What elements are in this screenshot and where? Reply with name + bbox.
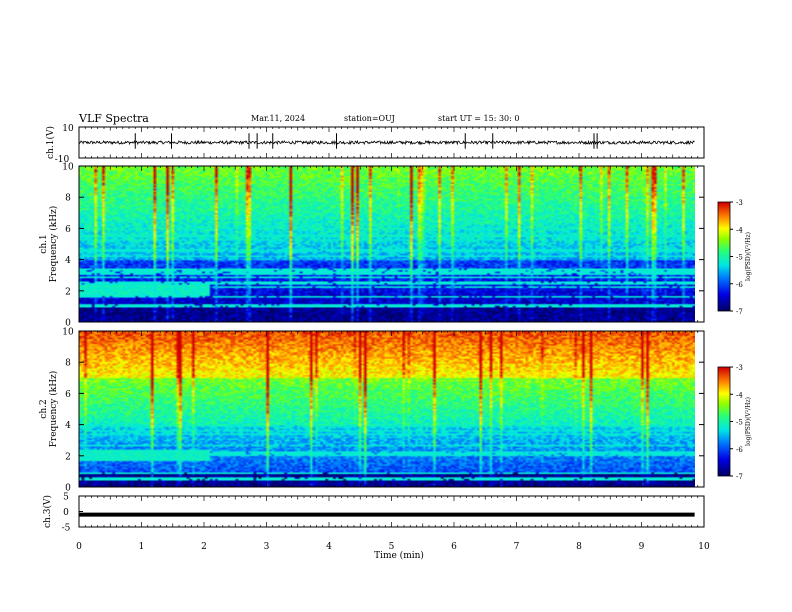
colorbar-gradient xyxy=(718,367,730,476)
time-tick-label: 0 xyxy=(76,542,82,552)
ch2-spectrogram-panel: 0 2 4 6 8 10 ch.2 Frequency (kHz) xyxy=(39,328,705,494)
ch1-spectrogram-panel: 0 2 4 6 8 10 ch.1 Frequency (kHz) xyxy=(39,163,705,329)
time-tick-label: 8 xyxy=(576,542,582,552)
time-tick-label: 6 xyxy=(451,542,457,552)
spectrogram-channel-label: ch.1 xyxy=(39,234,49,253)
time-tick-label: 7 xyxy=(514,542,520,552)
colorbar-tick-label: -4 xyxy=(736,226,743,234)
station-label: station=OUJ xyxy=(344,114,395,123)
colorbar-tick-label: -6 xyxy=(736,281,743,289)
spectrogram-ytick-label: 6 xyxy=(65,390,71,400)
time-tick-label: 1 xyxy=(139,542,145,552)
ch3-ytick-label: -5 xyxy=(62,524,71,534)
spectrogram-ytick-label: 10 xyxy=(62,328,74,338)
spectrogram-ylabel: Frequency (kHz) xyxy=(48,206,59,283)
spectrogram-ylabel: Frequency (kHz) xyxy=(48,371,59,448)
time-axis-label: Time (min) xyxy=(374,550,424,561)
ch1-spectrogram-image xyxy=(79,166,695,322)
spectrogram-ytick-label: 6 xyxy=(65,225,71,235)
time-tick-label: 2 xyxy=(201,542,207,552)
colorbar-tick-label: -4 xyxy=(736,391,743,399)
spectrogram-ytick-label: 8 xyxy=(65,194,71,204)
ch3-ytick-label: 5 xyxy=(63,493,69,503)
spectrogram-ytick-label: 8 xyxy=(65,359,71,369)
colorbar-tick-label: -7 xyxy=(736,473,743,481)
spectrogram-ytick-label: 2 xyxy=(65,287,71,297)
ch1-ylabel: ch.1(V) xyxy=(45,126,56,159)
time-tick-label: 10 xyxy=(698,542,710,552)
ch3-waveform-panel: 5 0 -5 ch.3(V) xyxy=(42,493,705,534)
colorbar-tick-label: -5 xyxy=(736,254,743,262)
ch3-ylabel: ch.3(V) xyxy=(42,495,53,528)
date-label: Mar.11, 2024 xyxy=(251,114,306,123)
spectrogram-ytick-label: 0 xyxy=(65,319,71,329)
spectrogram-ytick-label: 0 xyxy=(65,484,71,494)
colorbar-tick-label: -5 xyxy=(736,419,743,427)
colorbar-tick-label: -6 xyxy=(736,446,743,454)
ch2-spectrogram-image xyxy=(79,331,695,487)
time-tick-label: 9 xyxy=(639,542,645,552)
ch2-colorbar: -3 -4 -5 -6 -7 log(PSD)(V²/Hz) xyxy=(717,364,752,481)
ch1-ytick-label: 10 xyxy=(62,124,74,134)
start-time-label: start UT = 15: 30: 0 xyxy=(438,114,520,123)
ch1-trace xyxy=(78,139,695,146)
time-axis: 0 1 2 3 4 5 6 7 8 9 10 Time (min) xyxy=(76,542,710,561)
colorbar-gradient xyxy=(718,202,730,311)
ch3-ytick-label: 0 xyxy=(63,508,69,518)
time-tick-label: 4 xyxy=(326,542,332,552)
time-tick-label: 5 xyxy=(389,542,395,552)
spectrogram-ytick-label: 2 xyxy=(65,452,71,462)
colorbar-tick-label: -3 xyxy=(736,199,743,207)
spectrogram-channel-label: ch.2 xyxy=(39,399,49,418)
spectrogram-ytick-label: 4 xyxy=(65,256,71,266)
colorbar-label: log(PSD)(V²/Hz) xyxy=(745,232,752,281)
ch1-colorbar: -3 -4 -5 -6 -7 log(PSD)(V²/Hz) xyxy=(717,199,752,316)
colorbar-label: log(PSD)(V²/Hz) xyxy=(745,397,752,446)
spectrogram-ytick-label: 4 xyxy=(65,421,71,431)
colorbar-tick-label: -3 xyxy=(736,364,743,372)
colorbar-tick-label: -7 xyxy=(736,308,743,316)
figure-title: VLF Spectra xyxy=(79,112,149,125)
spectrogram-ytick-label: 10 xyxy=(62,163,74,173)
time-tick-label: 3 xyxy=(264,542,270,552)
ch1-ytick-label: -10 xyxy=(55,155,70,165)
